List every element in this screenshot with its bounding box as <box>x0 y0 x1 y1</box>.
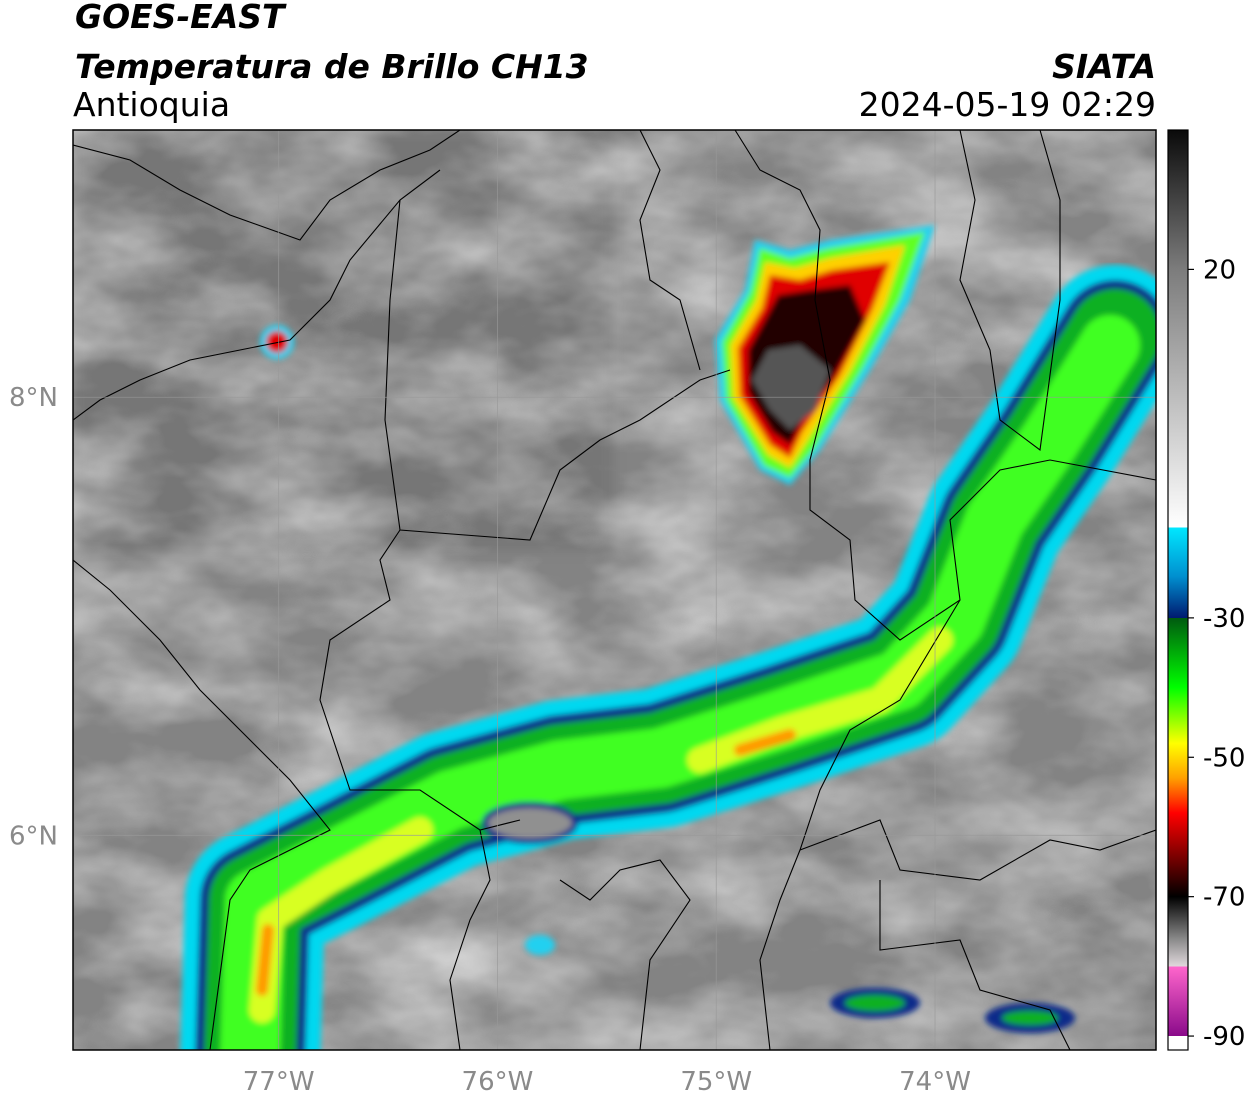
lat-tick-label: 6°N <box>9 821 58 851</box>
colorbar-tick-label: -70 <box>1203 883 1245 913</box>
borders <box>73 130 1156 1050</box>
datetime: 2024-05-19 02:29 <box>859 85 1156 124</box>
coastline <box>73 130 461 241</box>
lat-tick-label: 8°N <box>9 383 58 413</box>
colorbar-tick-label: -90 <box>1203 1022 1245 1052</box>
department-border <box>384 199 731 541</box>
department-border <box>759 599 1156 1050</box>
small-cells <box>260 325 1075 1033</box>
colorbar <box>1167 129 1189 1051</box>
department-border <box>959 130 1061 452</box>
coastline <box>73 169 441 421</box>
lon-tick-label: 74°W <box>899 1067 971 1097</box>
department-border <box>319 529 521 831</box>
department-border <box>734 130 1156 641</box>
department-border <box>639 130 701 371</box>
lon-tick-label: 76°W <box>462 1067 534 1097</box>
storm-band <box>180 265 1156 1050</box>
colorbar-tick-label: -30 <box>1203 604 1245 634</box>
department-border <box>449 829 691 1050</box>
coastline <box>73 559 331 1050</box>
colorbar-tick-label: -50 <box>1203 743 1245 773</box>
axis-ticks: 77°W 76°W 75°W 74°W 6°N 8°N <box>9 383 971 1097</box>
subtitle: Temperatura de Brillo CH13 <box>75 47 589 86</box>
department-border <box>879 880 1071 1050</box>
region: Antioquia <box>73 85 230 124</box>
lon-tick-label: 75°W <box>680 1067 752 1097</box>
colorbar-tick-label: 20 <box>1203 255 1236 285</box>
graticule <box>73 130 1156 1050</box>
map-frame <box>72 129 1157 1051</box>
lon-tick-label: 77°W <box>243 1067 315 1097</box>
source: SIATA <box>1052 47 1156 86</box>
colorbar-ticks: 20 -30 -50 -70 -90 <box>1188 255 1245 1052</box>
satellite-image <box>73 130 1156 1050</box>
title: GOES-EAST <box>75 0 287 36</box>
